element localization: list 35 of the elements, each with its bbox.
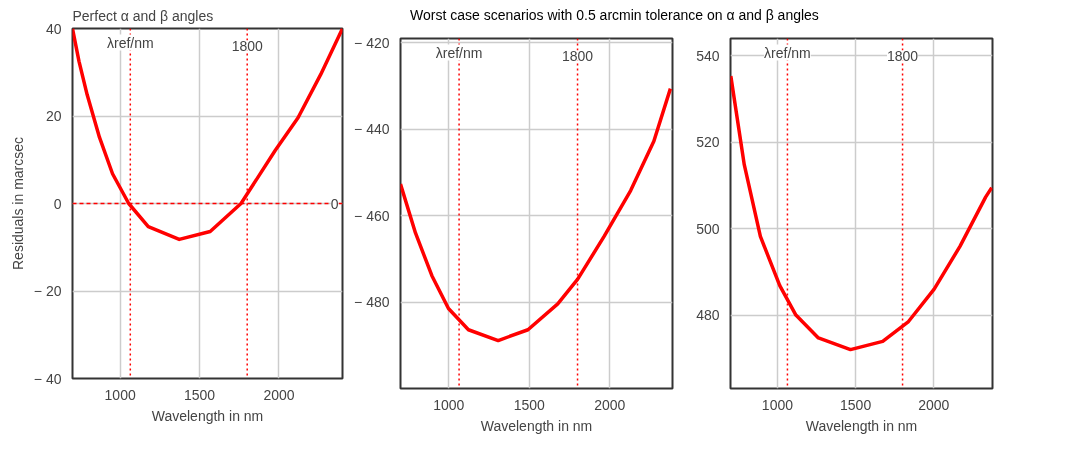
x-tick-label: 1500 [183,386,216,403]
y-tick-label: − 20 [33,283,62,299]
x-tick-label: 1000 [433,396,465,413]
y-tick-label: 20 [45,108,62,124]
y-tick-label: 540 [696,47,720,64]
x-tick-label: 1500 [840,396,872,413]
x-axis-title: Wavelength in nm [151,407,264,424]
chart-title: Worst case scenarios with 0.5 arcmin tolerance on α and β angles [410,6,819,25]
ref-line-label: 1800 [231,37,263,54]
ref-line-label: 0 [330,195,339,212]
x-tick-label: 1000 [761,396,794,413]
x-tick-label: 2000 [918,396,950,413]
x-axis-title: Wavelength in nm [805,417,918,434]
x-tick-label: 2000 [263,386,295,403]
y-tick-label: − 480 [354,294,390,311]
y-tick-label: 40 [45,20,62,37]
y-tick-label: 480 [696,307,720,324]
x-axis-title: Wavelength in nm [480,417,593,434]
y-axis-title: Residuals in marcsec [9,136,26,271]
ref-line-label: λref/nm [764,44,811,61]
ref-line-label: 1800 [561,47,594,64]
y-tick-label: − 40 [33,370,62,387]
x-tick-label: 2000 [594,396,626,413]
y-tick-label: − 460 [354,207,390,224]
x-tick-label: 1500 [513,396,546,413]
ref-line-label: λref/nm [435,44,483,61]
y-tick-label: 520 [696,134,720,151]
y-tick-label: − 420 [354,34,390,51]
ref-line-label: λref/nm [106,34,154,51]
ref-line-label: 1800 [886,47,919,64]
chart-title: Perfect α and β angles [72,7,214,24]
y-tick-label: − 440 [354,121,390,138]
x-tick-label: 1000 [104,386,136,403]
y-tick-label: 0 [53,195,62,212]
y-tick-label: 500 [696,220,720,237]
